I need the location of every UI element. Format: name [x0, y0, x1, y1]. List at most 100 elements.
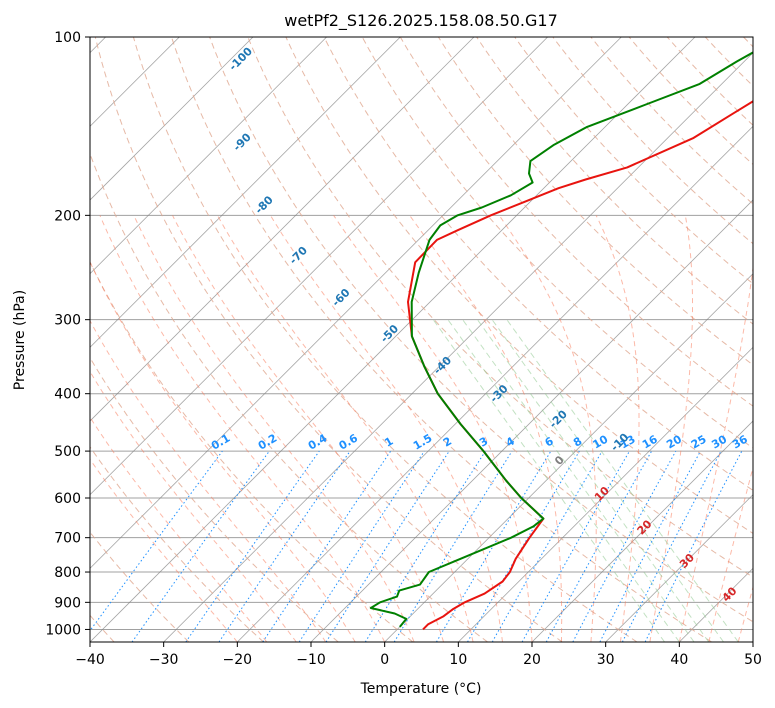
x-tick-label: 30	[597, 652, 615, 668]
isotherm-line	[90, 37, 401, 348]
mixing-ratio-line	[90, 450, 223, 632]
line-labels: 0.1 0.2 0.4 0.6 1 1.5 2 3 4 6 8 10 13 16 20 25 30 36-100-…	[209, 44, 750, 604]
moist-adiabat-line	[737, 585, 753, 642]
dry-adiabat-line	[247, 37, 753, 578]
y-tick-label: 600	[54, 491, 81, 507]
mixing-ratio-line	[572, 450, 677, 642]
mixing-ratio-line	[545, 450, 653, 642]
green-guide-line	[447, 319, 680, 642]
isotherm-line	[90, 37, 475, 422]
moist-adiabat-line	[90, 416, 268, 642]
mixing-ratio-label: 1.5	[411, 432, 434, 453]
mixing-ratio-label: 0.4	[306, 431, 330, 452]
dry-adiabat-line	[132, 37, 638, 642]
isotherm-line	[90, 37, 696, 642]
x-tick-label: 50	[744, 652, 762, 668]
moist-adiabat-line	[269, 215, 503, 642]
mixing-ratio-label: 25	[689, 433, 709, 452]
x-tick-label: 40	[670, 652, 688, 668]
mixing-ratio-line	[185, 450, 320, 642]
isotherm-line	[384, 273, 753, 642]
dry-adiabat-line	[323, 37, 753, 491]
moist-adiabat-label: 20	[635, 517, 655, 537]
moist-adiabat-line	[216, 215, 474, 642]
moist-adiabat-line	[172, 215, 445, 642]
y-tick-label: 400	[54, 387, 81, 403]
dry-adiabat-label: -60	[329, 286, 352, 309]
mixing-ratio-line	[521, 450, 630, 642]
x-tick-label: 0	[380, 652, 389, 668]
background-lines	[90, 37, 753, 642]
moist-adiabat-line	[90, 260, 356, 642]
green-guide-line	[491, 319, 724, 642]
y-axis-label: Pressure (hPa)	[12, 290, 28, 390]
dry-adiabat-label: -80	[253, 193, 276, 216]
dry-adiabat-line	[743, 37, 753, 48]
chart-title: wetPf2_S126.2025.158.08.50.G17	[284, 11, 558, 31]
mixing-ratio-label: 1	[382, 435, 395, 450]
mixing-ratio-label: 0.2	[256, 432, 279, 453]
dry-adiabat-line	[666, 37, 753, 126]
dry-adiabat-line	[90, 260, 414, 642]
isotherm-line	[90, 37, 327, 275]
green-guide-line	[506, 319, 739, 642]
isotherm-line	[90, 37, 622, 569]
mixing-ratio-line	[131, 450, 270, 642]
x-tick-label: 20	[523, 652, 541, 668]
dry-adiabat-line	[171, 37, 712, 642]
dry-adiabat-label: -50	[378, 322, 401, 345]
x-tick-label: −40	[75, 652, 105, 668]
axis-ticks: −40 −30 −20 −10 0 10 20 30 40 5010020030040050060…	[45, 30, 762, 668]
mixing-ratio-line	[262, 450, 392, 642]
dry-adiabat-label: -100	[226, 44, 255, 73]
y-tick-label: 200	[54, 208, 81, 224]
mixing-ratio-line	[364, 450, 486, 642]
mixing-ratio-label: 10	[591, 432, 611, 451]
x-tick-label: −20	[223, 652, 253, 668]
dry-adiabat-line	[94, 37, 563, 642]
x-axis-label: Temperature (°C)	[360, 681, 482, 697]
dry-adiabat-line	[514, 37, 753, 285]
moist-adiabat-line	[708, 465, 753, 642]
isotherm-line	[752, 641, 753, 642]
moist-adiabat-line	[133, 215, 415, 642]
green-guide-line	[432, 319, 665, 642]
y-tick-label: 500	[54, 444, 81, 460]
dry-adiabat-line	[90, 152, 488, 642]
isotherm-line	[531, 420, 753, 642]
dry-adiabat-line	[90, 356, 339, 642]
green-guide-line	[476, 319, 710, 642]
isotherm-line	[90, 37, 548, 496]
dry-adiabat-line	[590, 37, 753, 205]
dry-adiabat-label: -90	[231, 130, 254, 153]
mixing-ratio-label: 2	[441, 435, 454, 450]
mixing-ratio-line	[435, 450, 552, 642]
mixing-ratio-label: 30	[709, 432, 729, 451]
mixing-ratio-label: 6	[543, 434, 556, 449]
green-guide-line	[462, 319, 695, 642]
moist-adiabat-line	[678, 264, 753, 642]
data-series	[369, 51, 753, 631]
mixing-ratio-label: 8	[571, 435, 584, 450]
moist-adiabat-line	[99, 215, 386, 642]
dry-adiabat-line	[437, 37, 753, 366]
moist-adiabat-line	[90, 319, 327, 642]
moist-adiabat-line	[649, 215, 693, 642]
isotherm-line	[458, 346, 753, 642]
y-tick-label: 700	[54, 531, 81, 547]
y-tick-label: 1000	[45, 622, 81, 638]
moist-adiabat-line	[409, 215, 563, 642]
mixing-ratio-line	[218, 450, 351, 642]
y-tick-label: 100	[54, 30, 81, 46]
x-tick-label: −10	[296, 652, 326, 668]
x-tick-label: −30	[149, 652, 179, 668]
plot-frame	[89, 36, 754, 643]
isotherm-line	[90, 37, 254, 201]
dry-adiabat-line	[476, 37, 753, 325]
dry-adiabat-label: -20	[547, 407, 570, 430]
moist-adiabat-line	[498, 215, 597, 642]
mixing-ratio-label: 16	[640, 432, 660, 451]
dry-adiabat-line	[704, 37, 753, 87]
